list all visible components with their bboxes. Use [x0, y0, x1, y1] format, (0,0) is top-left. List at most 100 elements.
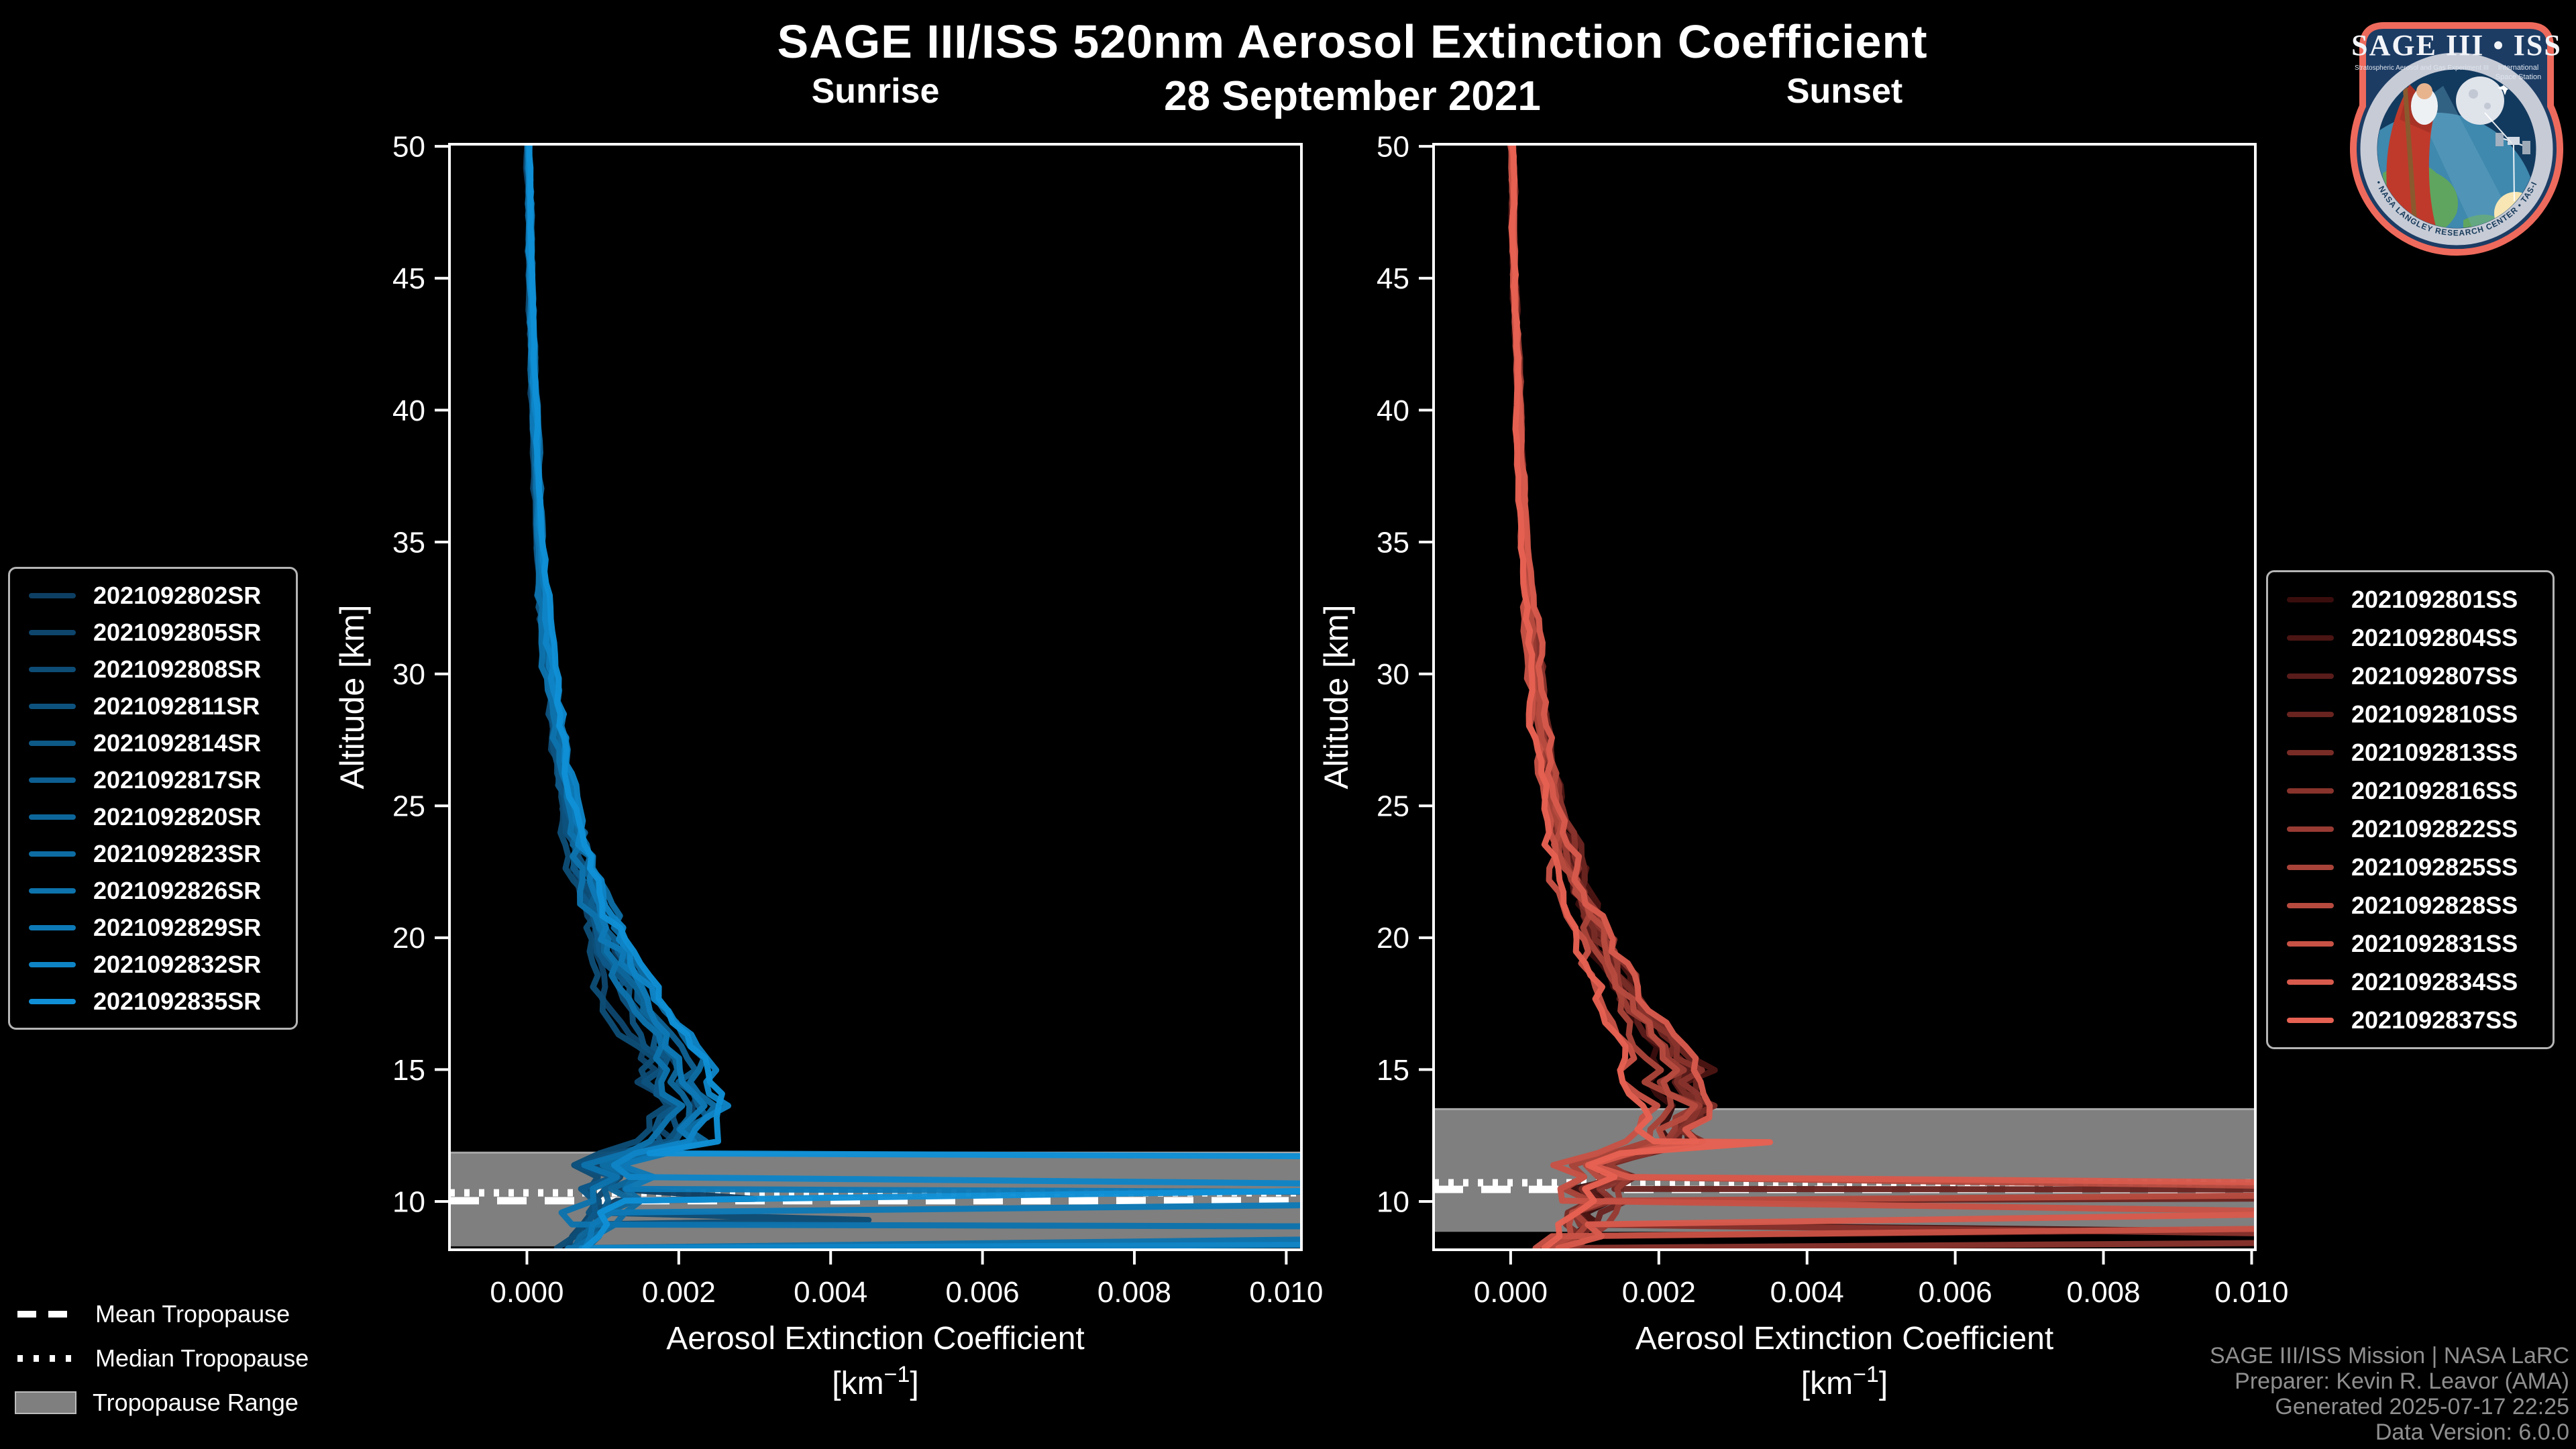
- sunset-panel-title: Sunset: [1786, 72, 1903, 111]
- x-axis-tick-label: 0.008: [1097, 1276, 1171, 1309]
- x-axis-tick-label: 0.004: [1770, 1276, 1844, 1309]
- legend-item: 2021092801SS: [2287, 586, 2553, 614]
- sunrise-panel: 50 45 40 35 30 25 20 15 10 0.000 0.002 0.004 0.006 0.…: [333, 131, 1323, 1401]
- axis-spines: [448, 143, 1303, 1251]
- legend-line-swatch: [29, 592, 76, 598]
- x-axis-tick-label: 0.000: [490, 1276, 564, 1309]
- legend-item: 2021092829SR: [29, 914, 296, 942]
- median-tropopause-legend-item: Median Tropopause: [15, 1344, 309, 1373]
- legend-item: 2021092837SS: [2287, 1006, 2553, 1034]
- gray-band-icon: [15, 1391, 76, 1414]
- legend-line-swatch: [29, 998, 76, 1004]
- profile-line-2021092831SS: [1507, 144, 2255, 1250]
- legend-line-swatch: [2287, 941, 2334, 947]
- sunset-panel: 50 45 40 35 30 25 20 15 10 0.000 0.002 0.004 0.006 0.…: [1318, 131, 2289, 1401]
- footer-line-version: Data Version: 6.0.0: [2375, 1419, 2569, 1445]
- legend-item: 2021092810SS: [2287, 700, 2553, 729]
- legend-item-label: 2021092802SR: [93, 581, 262, 609]
- dashed-line-icon: [17, 1311, 76, 1318]
- profile-line-2021092804SS: [1508, 144, 2181, 1250]
- y-axis-tick-label: 15: [392, 1054, 425, 1087]
- profile-line-2021092810SS: [1509, 144, 2255, 1250]
- y-axis-tick-label: 45: [392, 262, 425, 295]
- legend-line-swatch: [2287, 749, 2334, 755]
- x-axis-tick-label: 0.002: [1622, 1276, 1696, 1309]
- legend-item: 2021092820SR: [29, 803, 296, 831]
- sunset-legend: 2021092801SS 2021092804SS 2021092807SS 2021…: [2266, 570, 2555, 1049]
- y-axis-tick-label: 35: [392, 526, 425, 559]
- legend-item-label: 2021092807SS: [2351, 661, 2518, 690]
- legend-line-swatch: [29, 814, 76, 820]
- legend-item: 2021092828SS: [2287, 892, 2553, 920]
- x-axis-unit-label: [km−1]: [832, 1362, 918, 1401]
- x-axis-tick-label: 0.000: [1474, 1276, 1548, 1309]
- y-axis-tick-label: 25: [1377, 790, 1409, 823]
- legend-item-label: 2021092832SR: [93, 950, 262, 978]
- legend-item-label: 2021092834SS: [2351, 967, 2518, 996]
- profile-line-2021092834SS: [1510, 144, 2255, 1250]
- legend-item-label: 2021092820SR: [93, 802, 262, 830]
- y-axis-tick-label: 50: [392, 131, 425, 164]
- x-axis-tick-label: 0.006: [946, 1276, 1020, 1309]
- legend-item-label: 2021092811SR: [93, 692, 260, 720]
- legend-item-label: 2021092813SS: [2351, 738, 2518, 766]
- legend-item: 2021092831SS: [2287, 930, 2553, 958]
- y-axis-tick-label: 20: [392, 922, 425, 955]
- legend-item: 2021092813SS: [2287, 739, 2553, 767]
- legend-line-swatch: [2287, 788, 2334, 794]
- profile-line-2021092808SR: [525, 144, 872, 1250]
- y-axis-tick-label: 10: [1377, 1185, 1409, 1218]
- legend-item-label: 2021092805SR: [93, 618, 262, 646]
- legend-item: 2021092834SS: [2287, 968, 2553, 996]
- y-axis-tick-label: 30: [1377, 658, 1409, 691]
- mean-tropopause-legend-item: Mean Tropopause: [15, 1300, 309, 1328]
- legend-line-swatch: [29, 851, 76, 857]
- legend-line-swatch: [2287, 902, 2334, 908]
- profile-line-2021092816SS: [1509, 144, 2255, 1250]
- legend-line-swatch: [2287, 596, 2334, 602]
- legend-item: 2021092804SS: [2287, 624, 2553, 652]
- legend-item: 2021092808SR: [29, 655, 296, 684]
- dotted-line-icon: [17, 1355, 76, 1362]
- legend-item-label: 2021092837SS: [2351, 1006, 2518, 1034]
- legend-line-swatch: [29, 629, 76, 635]
- x-axis-label: Aerosol Extinction Coefficient: [1635, 1321, 2053, 1356]
- legend-line-swatch: [2287, 635, 2334, 641]
- moon-icon: [2456, 76, 2504, 125]
- legend-item-label: 2021092804SS: [2351, 623, 2518, 651]
- title-block: SAGE III/ISS 520nm Aerosol Extinction Co…: [449, 0, 2255, 120]
- legend-item-label: 2021092825SS: [2351, 853, 2518, 881]
- legend-line-swatch: [2287, 1017, 2334, 1023]
- legend-item-label: 2021092810SS: [2351, 700, 2518, 728]
- legend-item: 2021092835SR: [29, 987, 296, 1016]
- x-axis-tick-label: 0.002: [642, 1276, 716, 1309]
- legend-item-label: 2021092814SR: [93, 729, 262, 757]
- tropopause-range-legend-item: Tropopause Range: [15, 1389, 309, 1417]
- x-axis-unit-label: [km−1]: [1801, 1362, 1888, 1401]
- profile-line-2021092828SS: [1508, 144, 2255, 1250]
- y-axis-label: Altitude [km]: [1318, 604, 1355, 789]
- y-axis-tick-label: 35: [1377, 526, 1409, 559]
- x-axis-tick-label: 0.006: [1919, 1276, 1992, 1309]
- iss-icon: [2484, 112, 2530, 202]
- axis-spines: [1432, 143, 2257, 1251]
- legend-line-swatch: [29, 703, 76, 709]
- patch-subtitle-right-2: Space Station: [2496, 73, 2542, 81]
- sunrise-panel-title: Sunrise: [811, 72, 940, 111]
- y-axis-tick-label: 50: [1377, 131, 1409, 164]
- sage-iii-iss-mission-patch: SAGE III • ISS Stratospheric Aerosol and…: [2343, 5, 2563, 256]
- legend-item: 2021092823SR: [29, 840, 296, 868]
- legend-item-label: 2021092828SS: [2351, 891, 2518, 919]
- tropopause-range-label: Tropopause Range: [93, 1389, 299, 1416]
- date-subtitle: 28 September 2021: [1164, 73, 1541, 119]
- legend-item: 2021092807SS: [2287, 662, 2553, 690]
- footer-line-preparer: Preparer: Kevin R. Leavor (AMA): [2235, 1368, 2569, 1394]
- legend-item-label: 2021092816SS: [2351, 776, 2518, 804]
- profiles-group: [1507, 144, 2255, 1250]
- patch-subtitle-left: Stratospheric Aerosol and Gas Experiment…: [2355, 64, 2489, 72]
- light-beam: [2416, 86, 2517, 228]
- legend-item: 2021092826SR: [29, 877, 296, 905]
- y-axis-tick-label: 45: [1377, 262, 1409, 295]
- legend-line-swatch: [29, 888, 76, 894]
- legend-item: 2021092802SR: [29, 582, 296, 610]
